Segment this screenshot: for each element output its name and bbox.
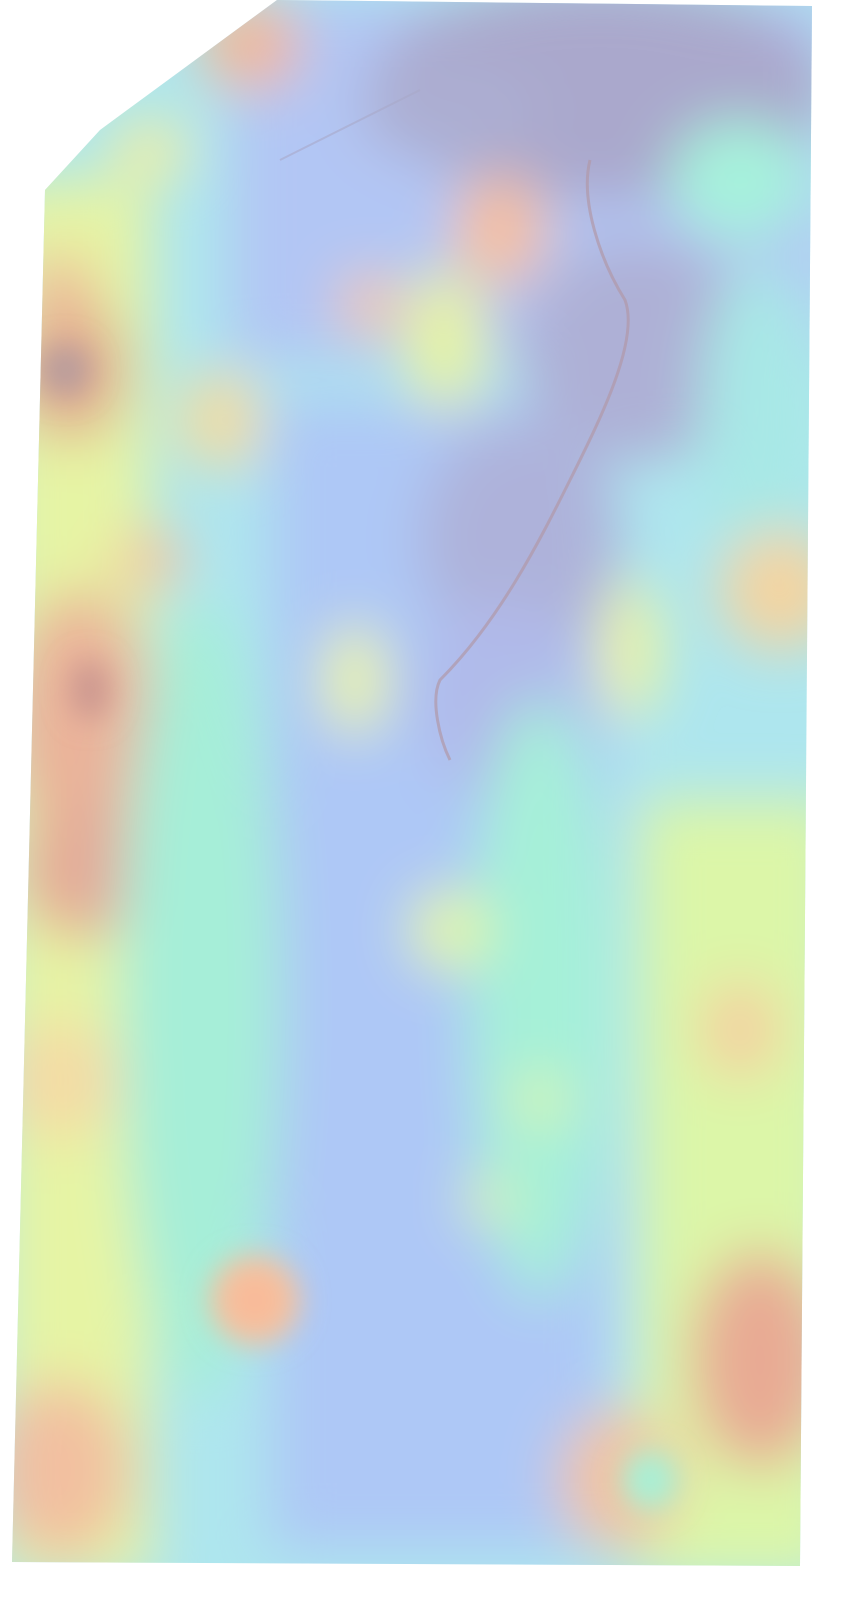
track [279, 89, 421, 161]
heat-hotspots [40, 345, 678, 1510]
heat-blobs [12, 0, 812, 1566]
creek [434, 159, 630, 761]
